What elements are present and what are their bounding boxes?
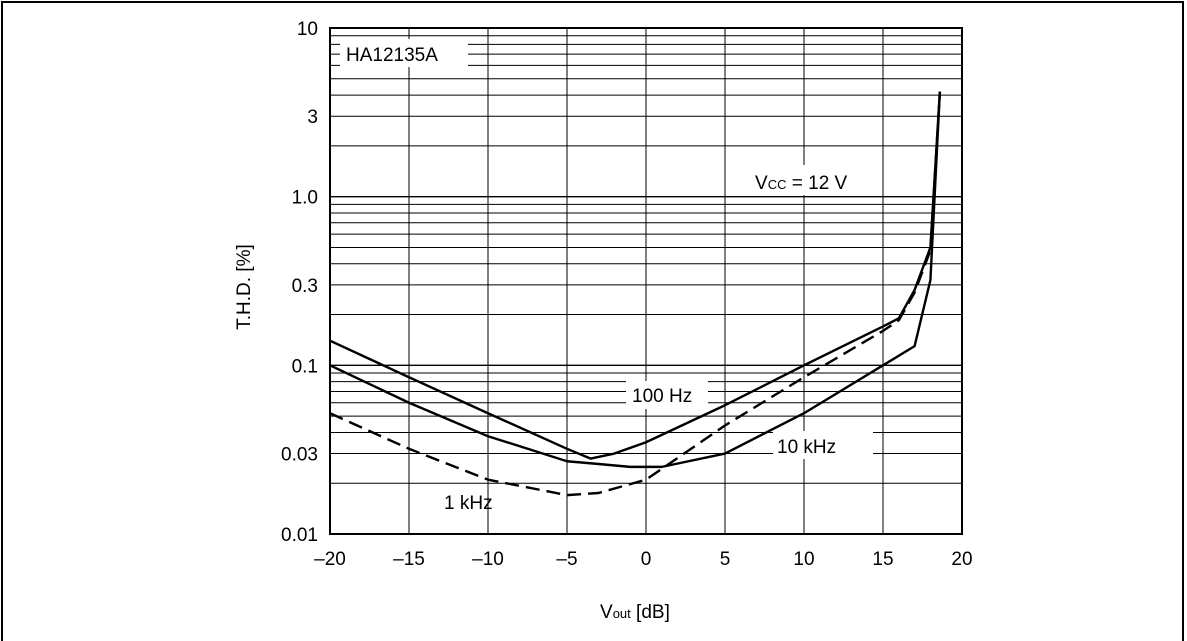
x-tick-label: 15 [872,549,893,570]
x-tick-label: –15 [393,549,425,570]
y-tick-label: 3 [307,107,318,128]
grid [329,28,963,534]
x-tick-label: –20 [314,549,346,570]
y-tick-label: 0.1 [292,356,318,377]
series-line-100hz [329,91,942,460]
y-tick-label: 1.0 [292,188,318,209]
x-tick-label: –5 [556,549,577,570]
annotation-10khz: 10 kHz [777,437,836,458]
y-tick-label: 0.03 [281,445,318,466]
annotation-100hz-box [626,381,708,409]
x-tick-label: 10 [793,549,814,570]
device-label: HA12135A [346,45,438,66]
y-tick-label: 0.3 [292,276,318,297]
y-tick-label: 0.01 [281,525,318,546]
x-tick-label: 20 [951,549,972,570]
series-line-10khz [329,91,942,469]
series-line-1khz [329,91,942,497]
x-axis-label: Vout [dB] [600,602,670,623]
annotation-100hz: 100 Hz [632,386,692,407]
y-tick-label: 10 [297,19,318,40]
device-label-box [340,39,468,67]
tick-labels: –20 –15 –10 –5 0 5 10 15 20 0.01 0.03 0.1 0.3 1.0 3 10 [281,19,973,570]
curves [329,91,942,497]
plot-border [329,27,963,535]
x-tick-label: –10 [472,549,504,570]
condition-label-box [750,165,882,195]
x-tick-label: 0 [641,549,652,570]
x-tick-label: 5 [720,549,731,570]
condition-label: VCC = 12 V [755,173,848,194]
annotation-10khz-box [773,431,873,459]
annotation-1khz: 1 kHz [444,493,493,514]
y-axis-label: T.H.D. [%] [234,244,255,330]
